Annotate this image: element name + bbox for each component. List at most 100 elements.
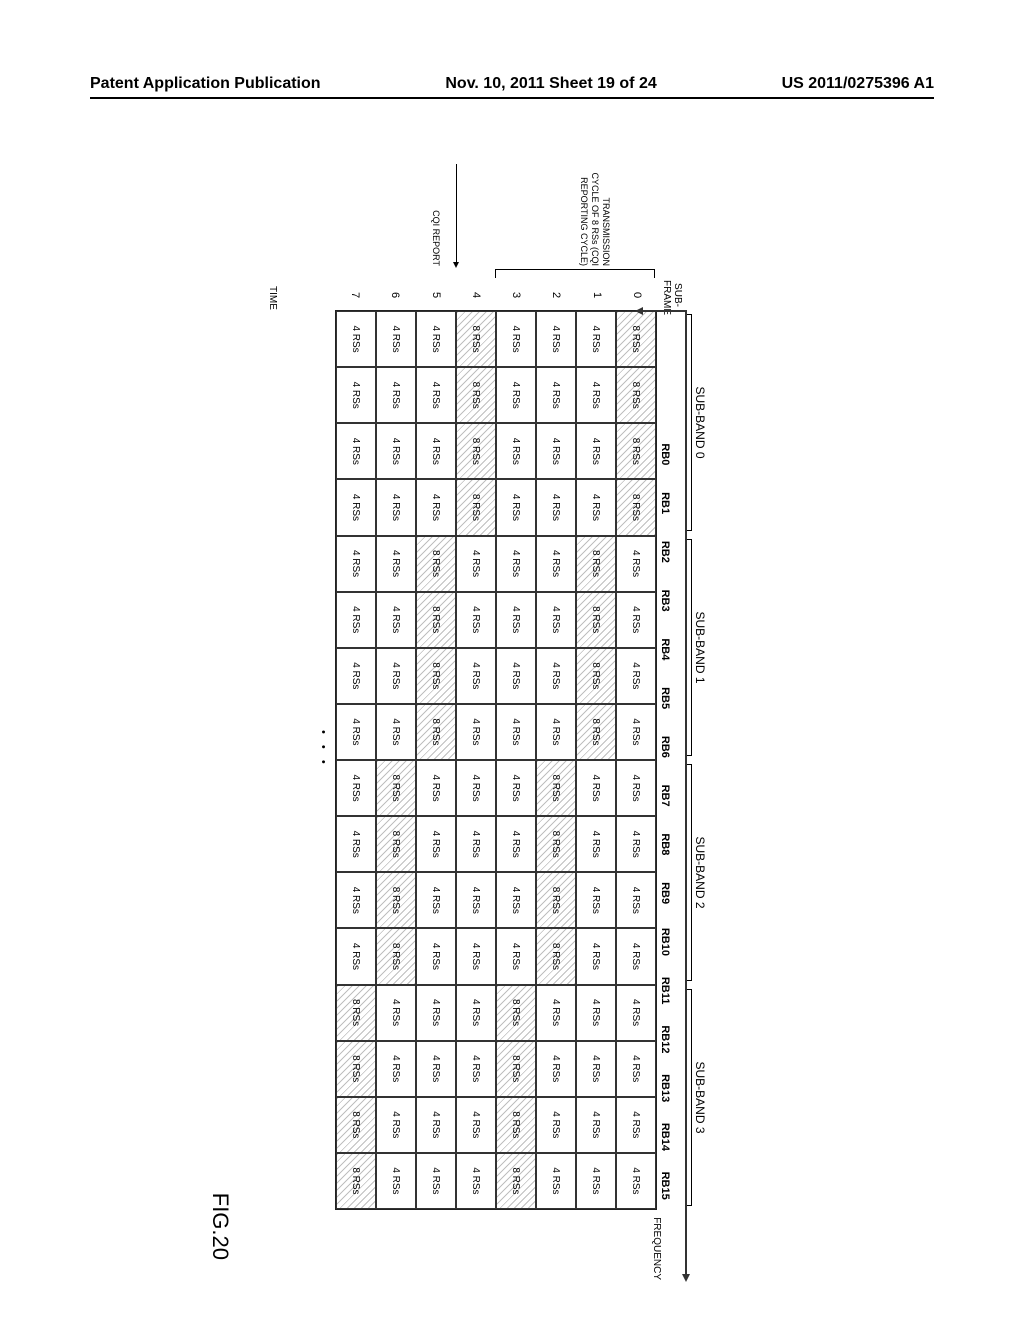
grid-cell: 4 RSs bbox=[616, 1153, 656, 1209]
grid-cell: 8 RSs bbox=[496, 1097, 536, 1153]
grid-cell: 8 RSs bbox=[616, 479, 656, 535]
grid-cell: 4 RSs bbox=[576, 1153, 616, 1209]
grid-cell: 4 RSs bbox=[416, 985, 456, 1041]
grid-cell: 4 RSs bbox=[536, 985, 576, 1041]
grid-cell: 8 RSs bbox=[376, 872, 416, 928]
main-grid: 8 RSs8 RSs8 RSs8 RSs4 RSs4 RSs4 RSs4 RSs… bbox=[335, 310, 657, 1210]
grid-cell: 4 RSs bbox=[576, 423, 616, 479]
grid-cell: 4 RSs bbox=[616, 592, 656, 648]
grid-cell: 4 RSs bbox=[616, 648, 656, 704]
grid-cell: 4 RSs bbox=[376, 1097, 416, 1153]
rb-header-7: RB7 bbox=[657, 771, 673, 820]
grid-cell: 8 RSs bbox=[496, 1153, 536, 1209]
grid-cell: 4 RSs bbox=[496, 367, 536, 423]
rb-header-3: RB3 bbox=[657, 576, 673, 625]
grid-cell: 4 RSs bbox=[496, 592, 536, 648]
grid-cell: 4 RSs bbox=[536, 536, 576, 592]
grid-cell: 8 RSs bbox=[456, 479, 496, 535]
grid-cell: 8 RSs bbox=[616, 311, 656, 367]
grid-cell: 4 RSs bbox=[416, 1097, 456, 1153]
grid-cell: 4 RSs bbox=[336, 536, 376, 592]
grid-cell: 4 RSs bbox=[576, 872, 616, 928]
grid-cell: 4 RSs bbox=[416, 367, 456, 423]
figure-area: SUB-BAND 0 SUB-BAND 1 SUB-BAND 2 SUB-BAN… bbox=[110, 150, 914, 1220]
grid-cell: 8 RSs bbox=[416, 704, 456, 760]
transmission-cycle-label: TRANSMISSION CYCLE OF 8 RSs (CQI REPORTI… bbox=[579, 166, 611, 266]
grid-cell: 4 RSs bbox=[416, 816, 456, 872]
grid-cell: 4 RSs bbox=[456, 648, 496, 704]
rb-header-15: RB15 bbox=[657, 1161, 673, 1210]
grid-cell: 4 RSs bbox=[576, 311, 616, 367]
header-center: Nov. 10, 2011 Sheet 19 of 24 bbox=[445, 75, 656, 93]
grid-cell: 4 RSs bbox=[336, 479, 376, 535]
time-label: TIME bbox=[267, 286, 278, 310]
grid-cell: 4 RSs bbox=[336, 704, 376, 760]
grid-cell: 4 RSs bbox=[576, 367, 616, 423]
grid-row: 4 RSs4 RSs4 RSs4 RSs8 RSs8 RSs8 RSs8 RSs… bbox=[576, 311, 616, 1209]
grid-cell: 4 RSs bbox=[536, 423, 576, 479]
grid-cell: 4 RSs bbox=[616, 704, 656, 760]
grid-cell: 8 RSs bbox=[336, 1097, 376, 1153]
grid-cell: 4 RSs bbox=[496, 648, 536, 704]
grid-cell: 4 RSs bbox=[536, 367, 576, 423]
grid-cell: 4 RSs bbox=[616, 872, 656, 928]
grid-cell: 4 RSs bbox=[336, 872, 376, 928]
grid-cell: 4 RSs bbox=[456, 1153, 496, 1209]
grid-cell: 8 RSs bbox=[576, 536, 616, 592]
rb-header-0: RB0 bbox=[657, 430, 673, 479]
grid-cell: 4 RSs bbox=[336, 423, 376, 479]
grid-cell: 4 RSs bbox=[536, 1041, 576, 1097]
grid-cell: 4 RSs bbox=[376, 536, 416, 592]
grid-cell: 4 RSs bbox=[376, 985, 416, 1041]
grid-cell: 8 RSs bbox=[456, 367, 496, 423]
grid-cell: 4 RSs bbox=[336, 367, 376, 423]
grid-cell: 4 RSs bbox=[376, 367, 416, 423]
grid-cell: 8 RSs bbox=[416, 648, 456, 704]
grid-cell: 8 RSs bbox=[576, 648, 616, 704]
rb-header-2: RB2 bbox=[657, 528, 673, 577]
grid-cell: 4 RSs bbox=[336, 816, 376, 872]
grid-cell: 4 RSs bbox=[376, 1153, 416, 1209]
rb-header-4: RB4 bbox=[657, 625, 673, 674]
grid-cell: 4 RSs bbox=[496, 536, 536, 592]
grid-cell: 8 RSs bbox=[536, 872, 576, 928]
grid-cell: 4 RSs bbox=[416, 1153, 456, 1209]
grid-cell: 4 RSs bbox=[416, 423, 456, 479]
grid-cell: 4 RSs bbox=[616, 1041, 656, 1097]
grid-area: TRANSMISSION CYCLE OF 8 RSs (CQI REPORTI… bbox=[335, 160, 657, 1210]
grid-cell: 4 RSs bbox=[416, 1041, 456, 1097]
grid-cell: 4 RSs bbox=[376, 311, 416, 367]
cqi-report-label: CQI REPORT bbox=[430, 166, 441, 266]
subframe-num-0: 0 bbox=[617, 280, 657, 310]
grid-cell: 4 RSs bbox=[576, 479, 616, 535]
grid-cell: 4 RSs bbox=[456, 928, 496, 984]
grid-row: 4 RSs4 RSs4 RSs4 RSs4 RSs4 RSs4 RSs4 RSs… bbox=[336, 311, 376, 1209]
grid-row: 8 RSs8 RSs8 RSs8 RSs4 RSs4 RSs4 RSs4 RSs… bbox=[456, 311, 496, 1209]
grid-cell: 8 RSs bbox=[616, 367, 656, 423]
grid-cell: 4 RSs bbox=[456, 985, 496, 1041]
grid-cell: 4 RSs bbox=[536, 479, 576, 535]
grid-cell: 8 RSs bbox=[536, 760, 576, 816]
rb-header-9: RB9 bbox=[657, 869, 673, 918]
subframe-num-5: 5 bbox=[416, 280, 456, 310]
rb-header-8: RB8 bbox=[657, 820, 673, 869]
grid-cell: 4 RSs bbox=[456, 536, 496, 592]
grid-cell: 8 RSs bbox=[376, 816, 416, 872]
grid-row: 4 RSs4 RSs4 RSs4 RSs4 RSs4 RSs4 RSs4 RSs… bbox=[536, 311, 576, 1209]
grid-cell: 8 RSs bbox=[376, 760, 416, 816]
diagram: SUB-BAND 0 SUB-BAND 1 SUB-BAND 2 SUB-BAN… bbox=[317, 160, 707, 1210]
rb-header-1: RB1 bbox=[657, 479, 673, 528]
grid-cell: 8 RSs bbox=[496, 985, 536, 1041]
subframe-num-6: 6 bbox=[375, 280, 415, 310]
grid-cell: 4 RSs bbox=[376, 648, 416, 704]
grid-cell: 4 RSs bbox=[536, 648, 576, 704]
grid-cell: 8 RSs bbox=[336, 1153, 376, 1209]
ellipsis-dots: • • • bbox=[317, 730, 329, 768]
grid-cell: 4 RSs bbox=[576, 1097, 616, 1153]
frequency-label: FREQUENCY bbox=[651, 1217, 662, 1280]
rb-header-5: RB5 bbox=[657, 674, 673, 723]
grid-cell: 4 RSs bbox=[536, 311, 576, 367]
grid-cell: 8 RSs bbox=[536, 816, 576, 872]
grid-row: 8 RSs8 RSs8 RSs8 RSs4 RSs4 RSs4 RSs4 RSs… bbox=[616, 311, 656, 1209]
grid-cell: 4 RSs bbox=[496, 479, 536, 535]
